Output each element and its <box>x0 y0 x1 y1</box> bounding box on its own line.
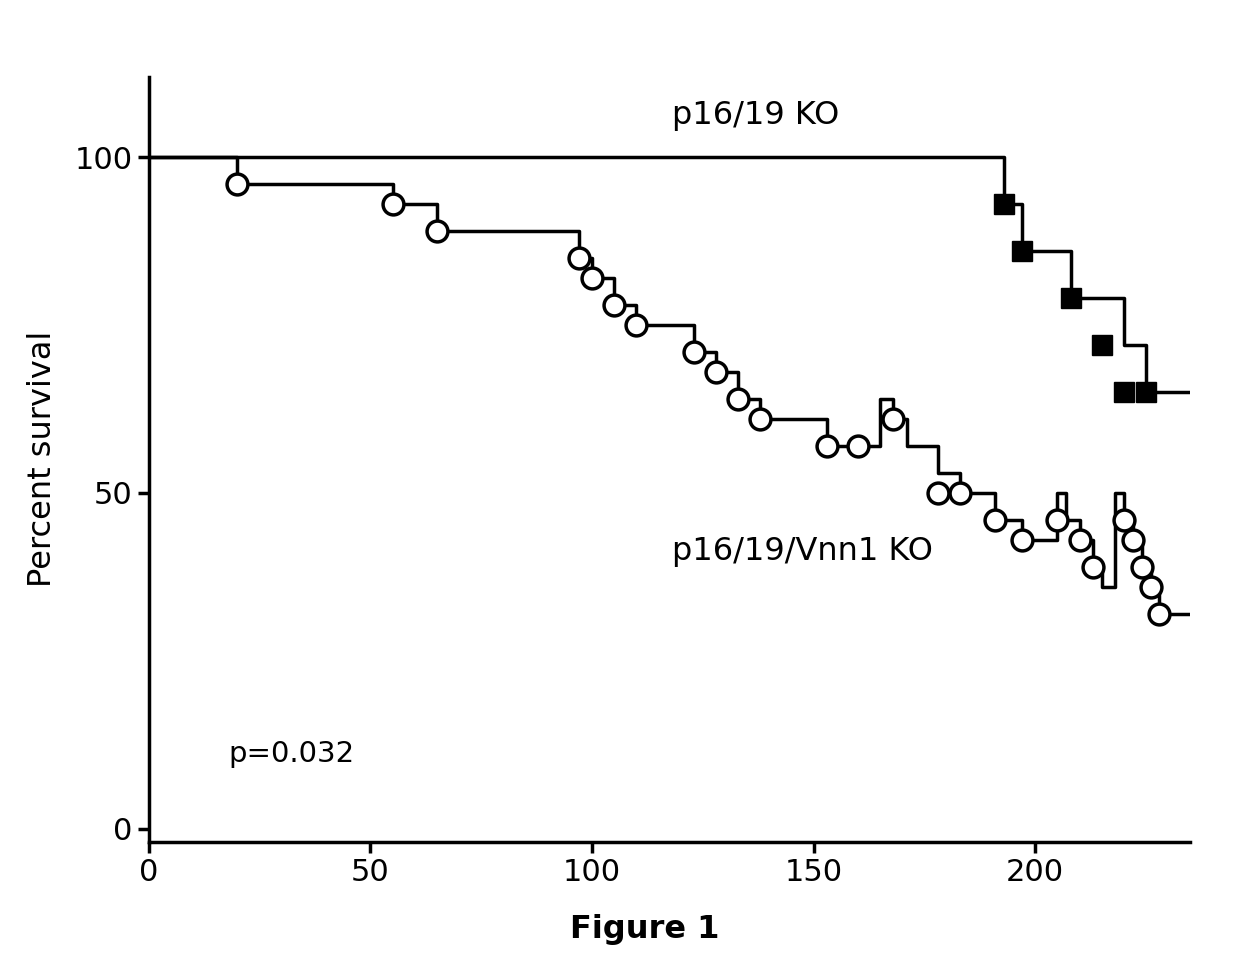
Text: Figure 1: Figure 1 <box>570 914 719 945</box>
Text: p16/19 KO: p16/19 KO <box>672 100 839 130</box>
Y-axis label: Percent survival: Percent survival <box>27 331 58 588</box>
Text: p16/19/Vnn1 KO: p16/19/Vnn1 KO <box>672 536 932 568</box>
Text: p=0.032: p=0.032 <box>228 740 355 768</box>
